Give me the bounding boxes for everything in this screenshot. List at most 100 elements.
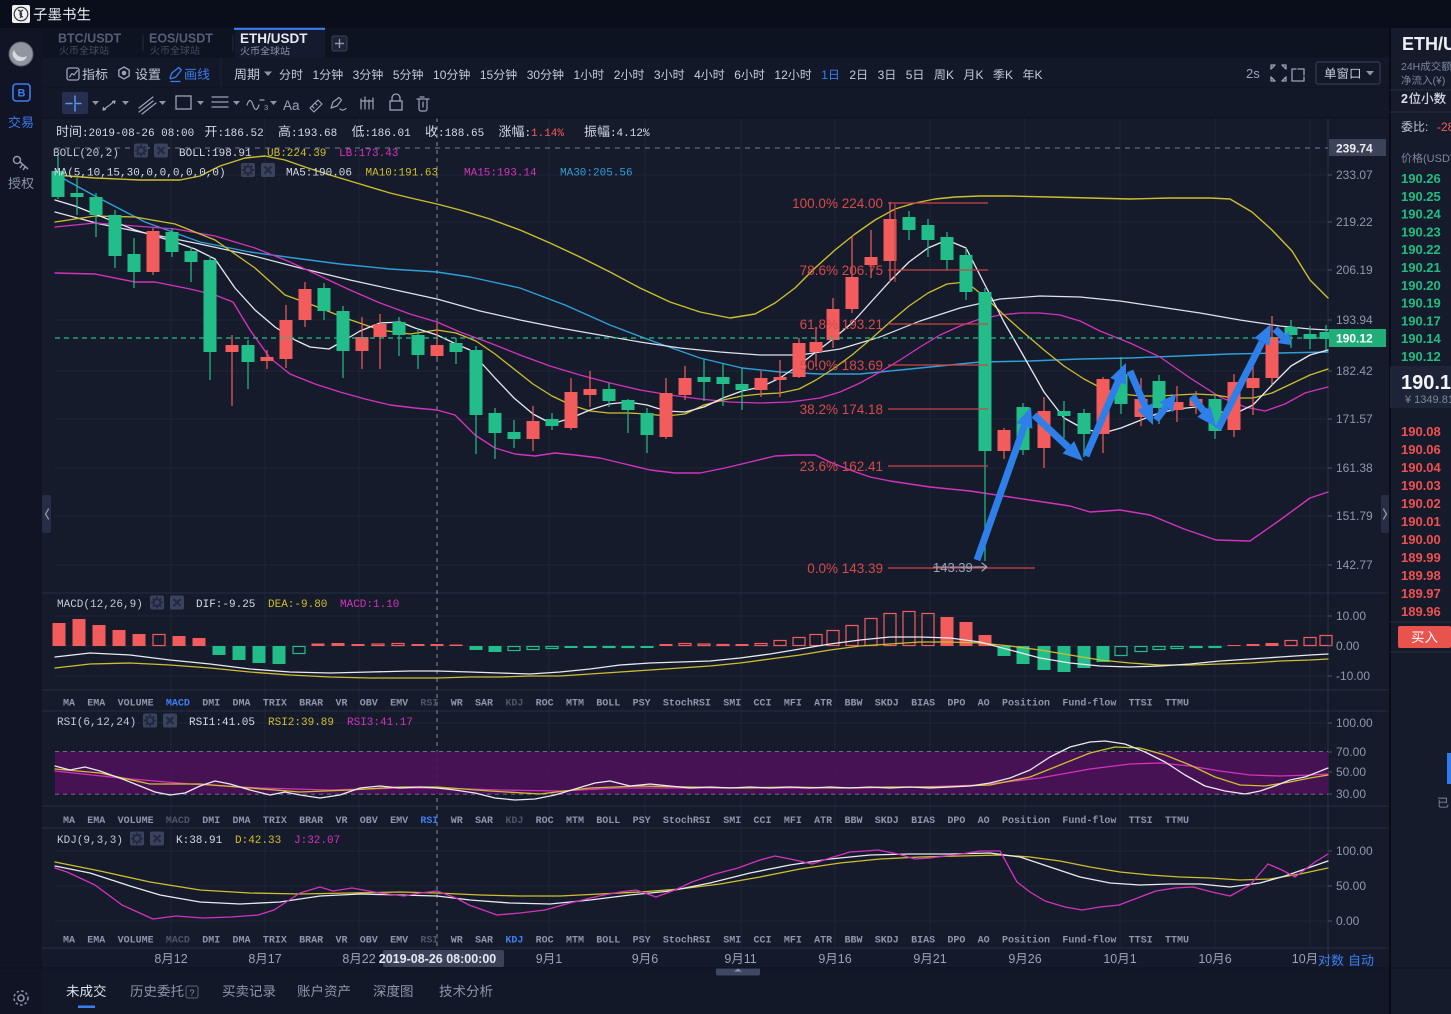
svg-text:61.8% 193.21: 61.8% 193.21	[800, 317, 883, 332]
svg-text:MFI: MFI	[784, 936, 802, 947]
svg-text:BOLL: BOLL	[596, 936, 620, 947]
svg-text:MACD:1.10: MACD:1.10	[340, 599, 399, 611]
svg-text:206.19: 206.19	[1336, 263, 1373, 277]
svg-text:15: 15	[480, 68, 494, 82]
svg-text:VOLUME: VOLUME	[118, 816, 154, 827]
svg-text:BIAS: BIAS	[911, 699, 935, 710]
svg-text:KDJ: KDJ	[505, 816, 523, 827]
svg-text:AO: AO	[978, 699, 990, 710]
svg-text:BIAS: BIAS	[911, 936, 935, 947]
svg-text:26: 26	[1028, 952, 1042, 966]
svg-text:MACD: MACD	[166, 699, 190, 710]
svg-text:WR: WR	[451, 816, 463, 827]
svg-text:VR: VR	[335, 699, 347, 710]
svg-text:ATR: ATR	[814, 936, 832, 947]
svg-text:?: ?	[190, 988, 195, 998]
svg-text:RSI3:41.17: RSI3:41.17	[347, 717, 413, 729]
svg-text::188.65: :188.65	[438, 128, 484, 140]
svg-text:RSI: RSI	[420, 936, 438, 947]
svg-text:Fund-flow: Fund-flow	[1062, 698, 1116, 710]
svg-text:233.07: 233.07	[1336, 168, 1373, 182]
svg-text:SAR: SAR	[475, 816, 493, 827]
svg-text:K: K	[975, 68, 983, 82]
svg-text:MFI: MFI	[784, 816, 802, 827]
svg-text:10: 10	[433, 68, 447, 82]
svg-text:190.21: 190.21	[1401, 260, 1441, 275]
svg-text:190.19: 190.19	[1401, 296, 1441, 311]
svg-text:TTMU: TTMU	[1165, 936, 1189, 947]
svg-text:OBV: OBV	[360, 699, 378, 710]
svg-text:¥ 1349.81: ¥ 1349.81	[1404, 394, 1451, 406]
svg-text:-28: -28	[1437, 120, 1451, 134]
svg-text:TRIX: TRIX	[263, 936, 287, 947]
svg-text:MTM: MTM	[566, 936, 584, 947]
svg-text:PSY: PSY	[633, 936, 651, 947]
svg-text:3: 3	[264, 103, 268, 112]
svg-text:1: 1	[313, 68, 320, 82]
svg-text:EMA: EMA	[87, 936, 105, 947]
svg-text:K: K	[1034, 68, 1042, 82]
svg-text:BOLL: BOLL	[596, 699, 620, 710]
svg-text:23.6% 162.41: 23.6% 162.41	[800, 459, 883, 474]
svg-text:1: 1	[574, 68, 581, 82]
svg-text:190.00: 190.00	[1401, 532, 1441, 547]
svg-text:5: 5	[906, 68, 913, 82]
svg-text:J:32.07: J:32.07	[294, 835, 340, 847]
svg-text:0.0% 143.39: 0.0% 143.39	[807, 561, 883, 576]
svg-text:9: 9	[632, 952, 639, 966]
svg-text:DMA: DMA	[233, 936, 251, 947]
svg-text:3: 3	[654, 68, 661, 82]
svg-text:Aa: Aa	[283, 98, 300, 113]
svg-text:SKDJ: SKDJ	[875, 936, 899, 947]
svg-text:Position: Position	[1002, 815, 1050, 827]
svg-text:RSI2:39.89: RSI2:39.89	[268, 717, 334, 729]
svg-text:190.14: 190.14	[1401, 331, 1442, 346]
svg-text:): )	[1442, 75, 1446, 87]
svg-text:MA: MA	[63, 936, 75, 947]
svg-text::: :	[1425, 120, 1428, 134]
svg-text:MA5:190.06: MA5:190.06	[286, 168, 352, 180]
svg-text:6: 6	[651, 952, 658, 966]
svg-text:EMA: EMA	[87, 699, 105, 710]
svg-text::193.68: :193.68	[291, 128, 337, 140]
svg-text:DMI: DMI	[202, 816, 220, 827]
svg-text:30.00: 30.00	[1336, 787, 1366, 801]
svg-text:10: 10	[1292, 952, 1306, 966]
svg-text:MA30:205.56: MA30:205.56	[560, 168, 633, 180]
svg-text:ROC: ROC	[536, 699, 554, 710]
svg-text:DPO: DPO	[947, 699, 965, 710]
svg-text:AO: AO	[978, 936, 990, 947]
svg-text:CCI: CCI	[754, 816, 772, 827]
svg-text:2019-08-26 08:00:00: 2019-08-26 08:00:00	[379, 952, 496, 966]
svg-text:DPO: DPO	[947, 936, 965, 947]
svg-text:StochRSI: StochRSI	[663, 935, 711, 947]
svg-text:6: 6	[734, 68, 741, 82]
svg-text:-10.00: -10.00	[1336, 669, 1370, 683]
svg-text:StochRSI: StochRSI	[663, 815, 711, 827]
svg-text:189.99: 189.99	[1401, 550, 1441, 565]
svg-text:151.79: 151.79	[1336, 509, 1373, 523]
svg-text:SAR: SAR	[475, 936, 493, 947]
svg-text:1: 1	[1130, 952, 1137, 966]
svg-text:CCI: CCI	[754, 936, 772, 947]
svg-text:RSI1:41.05: RSI1:41.05	[189, 717, 255, 729]
svg-text:EOS/USDT: EOS/USDT	[149, 32, 213, 46]
svg-text:DIF:-9.25: DIF:-9.25	[196, 599, 255, 611]
svg-text:190.20: 190.20	[1401, 278, 1441, 293]
svg-text:MA: MA	[63, 816, 75, 827]
svg-text:RSI: RSI	[420, 816, 438, 827]
svg-text:4: 4	[694, 68, 701, 82]
svg-text:6: 6	[1225, 952, 1232, 966]
svg-text:0.00: 0.00	[1336, 639, 1360, 653]
svg-text:MA15:193.14: MA15:193.14	[464, 168, 537, 180]
svg-text:B: B	[18, 88, 26, 100]
svg-text:190.06: 190.06	[1401, 442, 1441, 457]
svg-text:KDJ(9,3,3): KDJ(9,3,3)	[57, 835, 123, 847]
svg-text:UB:224.39: UB:224.39	[267, 148, 326, 160]
svg-text:OBV: OBV	[360, 816, 378, 827]
svg-text:MACD: MACD	[166, 816, 190, 827]
svg-text:ATR: ATR	[814, 699, 832, 710]
svg-text:TTSI: TTSI	[1129, 816, 1153, 827]
svg-text:193.94: 193.94	[1336, 313, 1373, 327]
svg-text:30: 30	[527, 68, 541, 82]
